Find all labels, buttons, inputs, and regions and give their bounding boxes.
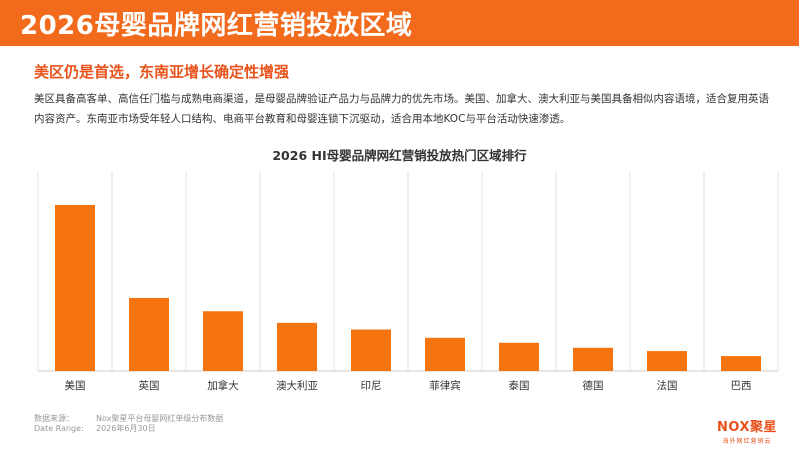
x-tick-label: 美国 [65,379,86,392]
x-tick-label: 法国 [657,379,678,392]
x-tick-label: 泰国 [509,379,530,392]
x-tick-label: 菲律宾 [429,379,461,392]
header-bar [0,0,799,46]
brand-wordmark: NOX聚星 [717,420,777,435]
bar-5 [351,329,391,371]
bar-6 [425,337,465,371]
x-tick-label: 印尼 [361,380,382,392]
page-title: 2026母婴品牌网红营销投放区域 [20,11,413,41]
section-subtitle: 美区仍是首选，东南亚增长确定性增强 [34,63,290,81]
bar-3 [203,311,243,371]
x-tick-label: 澳大利亚 [276,379,318,392]
source-label: 数据来源： [34,414,74,423]
source-value: Nox聚星平台母婴网红单级分布数据 [96,414,224,423]
bar-10 [721,356,761,371]
x-tick-label: 巴西 [731,380,752,392]
brand-tagline: 海外网红营销云 [722,438,772,445]
chart-title: 2026 HI母婴品牌网红营销投放热门区域排行 [272,148,527,163]
x-tick-label: 英国 [139,379,160,392]
date-range-value: 2026年6月30日 [96,424,156,433]
bar-2 [129,297,169,371]
x-tick-label: 加拿大 [207,379,239,392]
bar-9 [647,351,687,371]
bar-4 [277,322,317,371]
date-range-label: Date Range: [34,424,84,433]
x-tick-label: 德国 [583,379,604,392]
brand-logo: NOX聚星 海外网红营销云 [712,416,782,445]
bar-8 [573,347,613,371]
footer-source: 数据来源： Nox聚星平台母婴网红单级分布数据 Date Range: 2026年6… [34,414,223,434]
bar-1 [55,205,95,371]
bar-7 [499,342,539,371]
description-text: 美区具备高客单、高信任门槛与成熟电商渠道，是母婴品牌验证产品力与品牌力的优先市场… [34,93,769,125]
